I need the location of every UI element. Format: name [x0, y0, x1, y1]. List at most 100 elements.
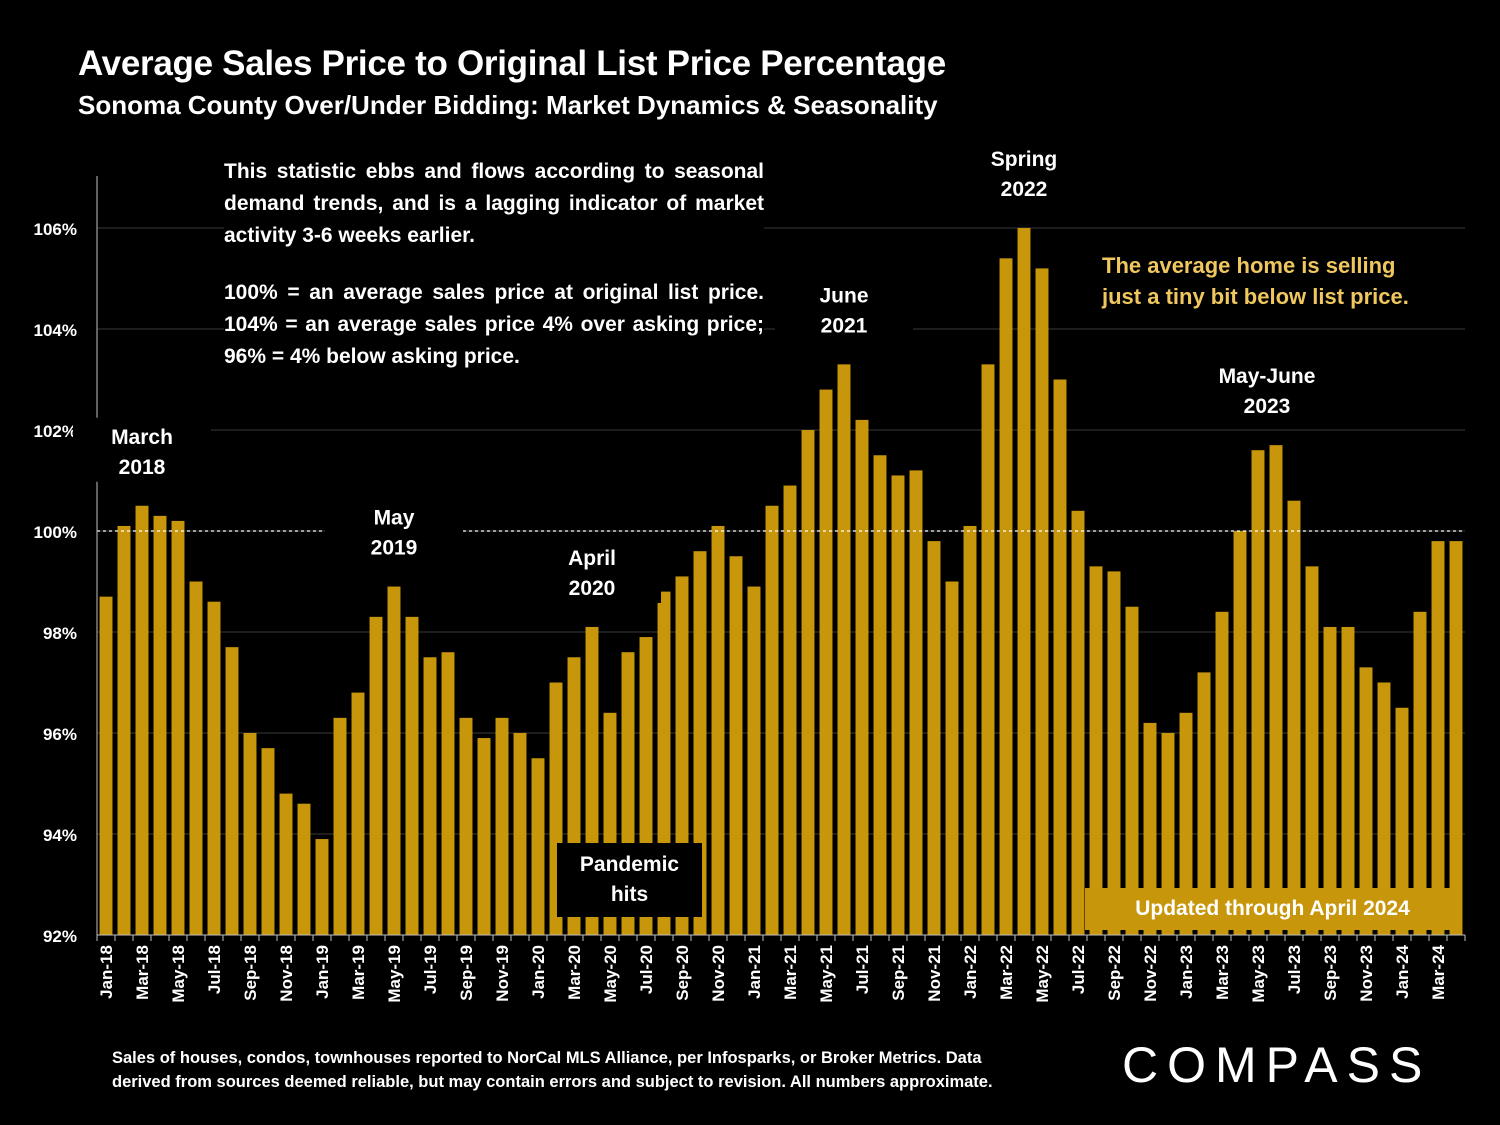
- annotation-line-2: 2021: [821, 314, 868, 337]
- bar: [1431, 541, 1445, 935]
- bar: [135, 505, 149, 935]
- bars: [99, 228, 1463, 936]
- bar: [315, 839, 329, 935]
- peak-annotation: May 2019: [325, 498, 463, 563]
- bar: [1215, 611, 1229, 935]
- bar: [153, 515, 167, 935]
- bar: [1233, 531, 1247, 935]
- bar: [1287, 500, 1301, 935]
- bar: [819, 389, 833, 936]
- x-tick-label: Nov-21: [925, 945, 944, 1002]
- peak-annotation: April 2020: [523, 538, 661, 603]
- bar: [513, 733, 527, 935]
- bar: [1413, 611, 1427, 935]
- bar: [387, 586, 401, 935]
- callout-line-1: The average home is selling: [1102, 253, 1396, 278]
- bar: [1107, 571, 1121, 935]
- compass-logo: COMPASS: [1122, 1037, 1432, 1093]
- annotation-line-1: Spring: [991, 148, 1058, 171]
- footnote-line-1: Sales of houses, condos, townhouses repo…: [112, 1049, 982, 1067]
- footnote-line-2: derived from sources deemed reliable, bu…: [112, 1073, 993, 1091]
- annotation-line-2: 2020: [569, 577, 616, 600]
- callout-line-2: just a tiny bit below list price.: [1102, 284, 1409, 309]
- x-tick-label: Sep-19: [457, 945, 476, 1001]
- bar: [477, 738, 491, 935]
- bar: [1359, 667, 1373, 935]
- x-tick-label: Mar-20: [565, 945, 584, 1000]
- bar: [693, 551, 707, 935]
- bar: [333, 717, 347, 935]
- bar: [189, 581, 203, 935]
- x-tick-label: Mar-19: [349, 945, 368, 1000]
- y-tick-label: 94%: [43, 826, 77, 845]
- axes: [96, 176, 1466, 941]
- annotation-line-2: 2022: [1001, 178, 1048, 201]
- bar: [783, 485, 797, 935]
- bar: [531, 758, 545, 935]
- callout-text: The average home is selling just a tiny …: [1102, 250, 1462, 312]
- bar: [801, 430, 815, 935]
- bar: [405, 616, 419, 935]
- x-tick-label: Mar-23: [1213, 945, 1232, 1000]
- bar: [891, 475, 905, 935]
- peak-annotation: June 2021: [775, 276, 913, 341]
- annotation-background: [523, 538, 661, 603]
- bar: [1341, 626, 1355, 935]
- y-tick-label: 100%: [34, 523, 77, 542]
- x-tick-label: Jan-22: [961, 945, 980, 999]
- peak-annotation: March 2018: [73, 417, 211, 482]
- bar: [1035, 268, 1049, 935]
- bar: [423, 657, 437, 935]
- x-tick-label: May-21: [817, 945, 836, 1003]
- x-tick-label: Jul-18: [205, 945, 224, 994]
- x-tick-label: Sep-22: [1105, 945, 1124, 1001]
- annotation-line-1: May-June: [1219, 365, 1316, 388]
- x-tick-label: Jan-21: [745, 945, 764, 999]
- bar: [945, 581, 959, 935]
- y-axis-labels: 92% 94% 96% 98% 100% 102% 104% 106%: [34, 220, 77, 946]
- bar: [981, 364, 995, 936]
- bar: [963, 525, 977, 935]
- y-tick-label: 104%: [34, 321, 77, 340]
- x-tick-label: May-20: [601, 945, 620, 1003]
- bar: [1269, 445, 1283, 935]
- bar: [1323, 626, 1337, 935]
- annotation-line-2: 2019: [371, 537, 418, 560]
- x-tick-label: Mar-21: [781, 945, 800, 1000]
- x-tick-label: Sep-21: [889, 945, 908, 1001]
- y-tick-label: 96%: [43, 725, 77, 744]
- y-tick-label: 106%: [34, 220, 77, 239]
- x-tick-label: Jan-20: [529, 945, 548, 999]
- bar: [747, 586, 761, 935]
- x-tick-label: Jan-23: [1177, 945, 1196, 999]
- x-tick-label: Nov-23: [1357, 945, 1376, 1002]
- bar: [1125, 606, 1139, 935]
- bar: [729, 556, 743, 935]
- updated-through-banner: Updated through April 2024: [1085, 888, 1460, 930]
- bar: [1071, 510, 1085, 935]
- x-tick-label: May-18: [169, 945, 188, 1003]
- x-tick-label: May-23: [1249, 945, 1268, 1003]
- bar: [1449, 541, 1463, 935]
- annotation-background: [73, 417, 211, 482]
- x-tick-label: Jul-19: [421, 945, 440, 994]
- x-tick-label: Mar-22: [997, 945, 1016, 1000]
- annotation-background: [1198, 357, 1336, 422]
- x-tick-label: Jul-23: [1285, 945, 1304, 994]
- bar: [117, 525, 131, 935]
- bar: [261, 748, 275, 935]
- x-tick-label: Mar-18: [133, 945, 152, 1000]
- x-tick-label: Nov-18: [277, 945, 296, 1002]
- bar: [765, 505, 779, 935]
- bar: [1305, 566, 1319, 935]
- x-tick-label: Jan-24: [1393, 944, 1412, 998]
- bar: [1053, 379, 1067, 935]
- bar: [225, 647, 239, 935]
- pandemic-label-box: Pandemic hits: [557, 843, 702, 917]
- x-tick-label: Jul-20: [637, 945, 656, 994]
- x-tick-label: May-22: [1033, 945, 1052, 1003]
- explanation-note-1: This statistic ebbs and flows according …: [224, 156, 764, 252]
- annotation-line-1: April: [568, 547, 616, 570]
- bar: [441, 652, 455, 935]
